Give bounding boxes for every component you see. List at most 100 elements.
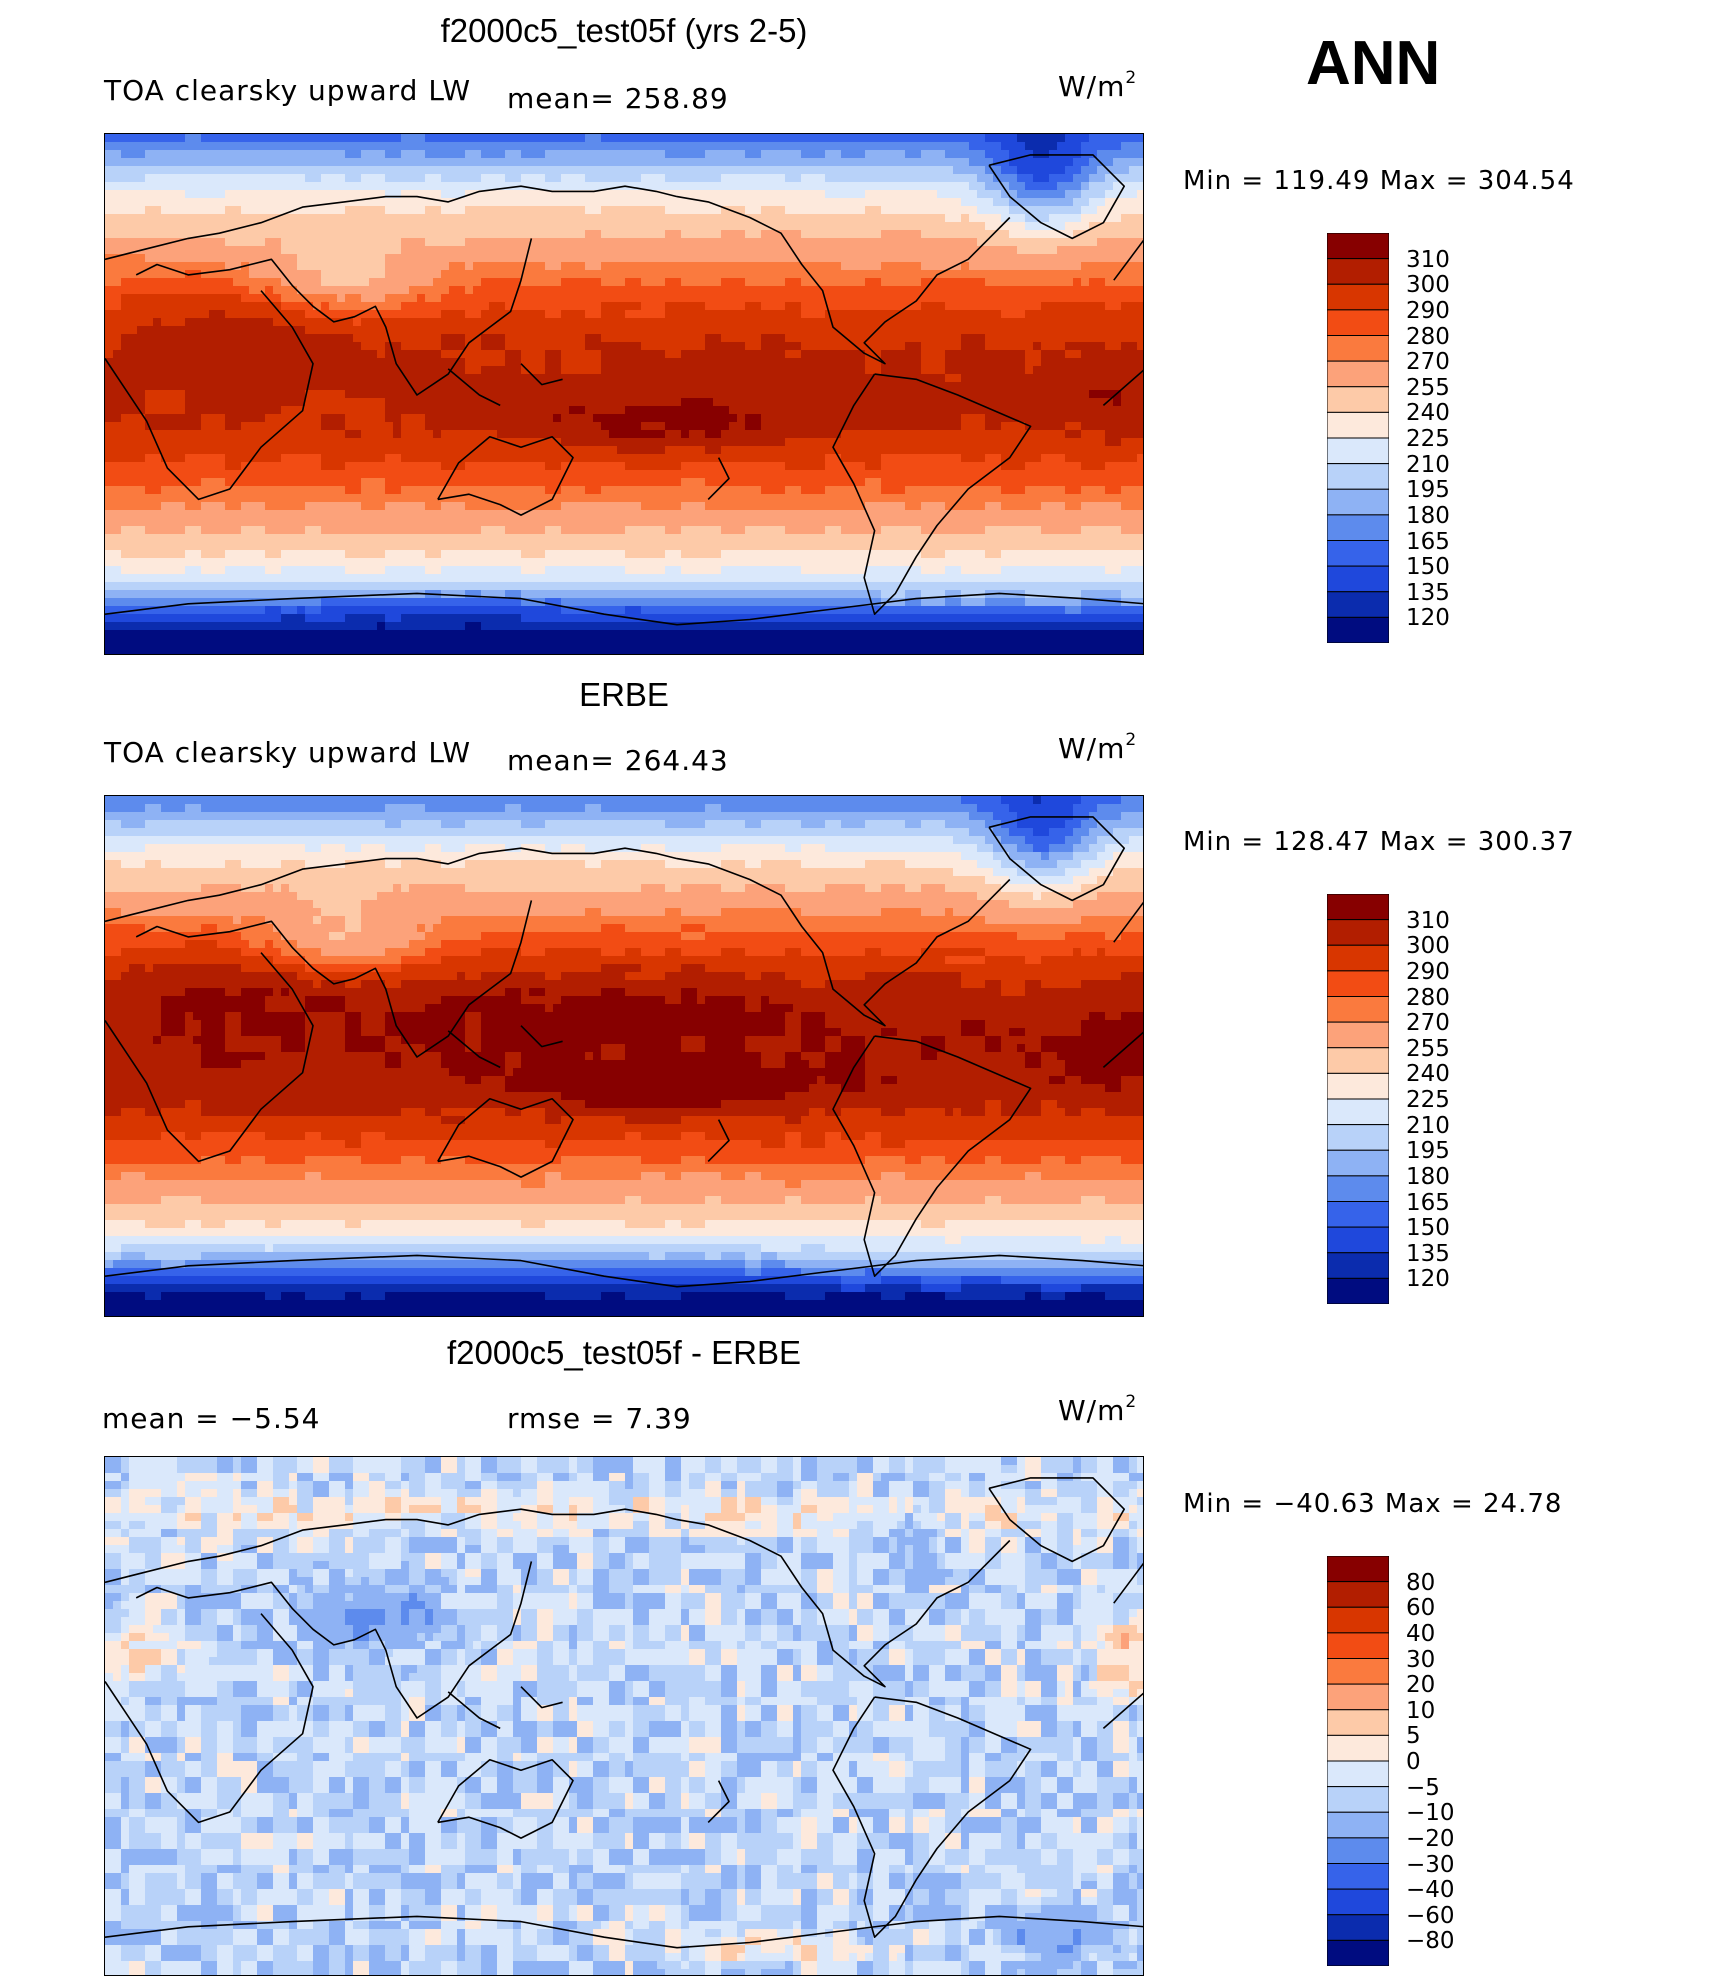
coastline xyxy=(707,1780,730,1823)
units-label-obs: W/m2 xyxy=(1058,730,1137,765)
units-label-diff: W/m2 xyxy=(1058,1392,1137,1427)
colorbar-swatch xyxy=(1326,1175,1390,1202)
variable-label-model: TOA clearsky upward LW xyxy=(104,74,471,107)
coastline xyxy=(437,435,574,516)
coastline xyxy=(832,1696,1032,1939)
coastline xyxy=(447,368,501,407)
colorbar-tick-label: 270 xyxy=(1406,351,1450,374)
colorbar-swatch xyxy=(1326,1734,1390,1762)
colorbar-swatch xyxy=(1326,1555,1390,1583)
colorbar-tick-label: −60 xyxy=(1406,1904,1455,1928)
colorbar-obs xyxy=(1326,893,1390,1305)
coastline xyxy=(135,1561,533,1719)
colorbar-tick-label: 210 xyxy=(1406,1114,1450,1138)
colorbar-tick-label: 165 xyxy=(1406,1191,1450,1215)
colorbar-tick-label: 30 xyxy=(1406,1648,1435,1672)
colorbar-swatch xyxy=(1326,1098,1390,1126)
coastline xyxy=(105,1254,1143,1288)
rmse-label-diff: rmse = 7.39 xyxy=(507,1402,692,1435)
colorbar-swatch xyxy=(1326,258,1390,285)
colorbar-tick-label: 255 xyxy=(1406,376,1450,400)
coastline xyxy=(1102,369,1143,407)
colorbar-swatch xyxy=(1326,1606,1390,1634)
colorbar-tick-label: 20 xyxy=(1406,1674,1435,1697)
map-obs xyxy=(104,795,1144,1317)
coastline xyxy=(988,816,1126,902)
colorbar-tick-label: −40 xyxy=(1406,1879,1455,1902)
colorbar-swatch xyxy=(1326,565,1390,593)
colorbar-model xyxy=(1326,232,1390,644)
colorbar-tick-label: 225 xyxy=(1406,428,1450,451)
colorbar-swatch xyxy=(1326,1581,1390,1608)
colorbar-tick-label: −5 xyxy=(1406,1776,1440,1800)
coastline xyxy=(707,457,730,500)
coastline xyxy=(437,1758,574,1839)
colorbar-tick-label: 135 xyxy=(1406,581,1450,605)
panel-title-model: f2000c5_test05f (yrs 2-5) xyxy=(104,12,1144,50)
coastline xyxy=(520,363,563,386)
colorbar-tick-label: 180 xyxy=(1406,1165,1450,1189)
colorbar-tick-label: 300 xyxy=(1406,274,1450,297)
coastline xyxy=(520,1025,563,1048)
colorbar-tick-label: 310 xyxy=(1406,248,1450,272)
colorbar-swatch xyxy=(1326,1914,1390,1941)
coastline xyxy=(676,1518,1011,1688)
colorbar-tick-label: 255 xyxy=(1406,1037,1450,1061)
colorbar-tick-label: −20 xyxy=(1406,1827,1455,1851)
colorbar-tick-label: 210 xyxy=(1406,453,1450,477)
colorbar-tick-label: −10 xyxy=(1406,1802,1455,1825)
coastline xyxy=(832,1035,1032,1278)
colorbar-swatch xyxy=(1326,1786,1390,1813)
colorbar-diff xyxy=(1326,1555,1390,1967)
colorbar-swatch xyxy=(1326,591,1390,618)
panel-title-diff: f2000c5_test05f - ERBE xyxy=(104,1334,1144,1372)
min-max-obs: Min = 128.47 Max = 300.37 xyxy=(1183,827,1575,857)
colorbar-tick-label: 120 xyxy=(1406,1268,1450,1291)
colorbar-swatch xyxy=(1326,463,1390,490)
colorbar-tick-label: 40 xyxy=(1406,1622,1435,1646)
coastline xyxy=(1102,1031,1143,1069)
coastline xyxy=(105,1915,1143,1949)
colorbar-tick-label: 120 xyxy=(1406,607,1450,630)
colorbar-swatch xyxy=(1326,335,1390,362)
colorbar-swatch xyxy=(1326,309,1390,336)
colorbar-tick-label: 310 xyxy=(1406,909,1450,933)
colorbar-tick-label: 195 xyxy=(1406,479,1450,502)
coastline xyxy=(988,1477,1126,1563)
colorbar-swatch xyxy=(1326,437,1390,465)
min-max-diff: Min = −40.63 Max = 24.78 xyxy=(1183,1489,1562,1519)
colorbar-swatch xyxy=(1326,283,1390,311)
coastline xyxy=(832,373,1032,616)
colorbar-swatch xyxy=(1326,1939,1390,1967)
colorbar-tick-label: 10 xyxy=(1406,1699,1435,1723)
coastline xyxy=(135,900,533,1058)
season-label: ANN xyxy=(1306,28,1440,99)
coastline xyxy=(1113,239,1143,281)
units-label-model: W/m2 xyxy=(1058,68,1137,103)
mean-label-diff: mean = −5.54 xyxy=(102,1402,320,1435)
colorbar-tick-label: 240 xyxy=(1406,402,1450,425)
coastline xyxy=(520,1686,563,1709)
map-model xyxy=(104,133,1144,655)
colorbar-swatch xyxy=(1326,386,1390,413)
colorbar-swatch xyxy=(1326,514,1390,541)
coastline xyxy=(1102,1692,1143,1730)
colorbar-tick-label: 150 xyxy=(1406,1217,1450,1240)
coastline xyxy=(1113,901,1143,943)
colorbar-tick-label: 0 xyxy=(1406,1751,1421,1774)
colorbar-swatch xyxy=(1326,488,1390,516)
min-max-model: Min = 119.49 Max = 304.54 xyxy=(1183,166,1575,196)
variable-label-obs: TOA clearsky upward LW xyxy=(104,736,471,769)
colorbar-swatch xyxy=(1326,970,1390,997)
coastline xyxy=(105,952,314,1163)
colorbar-swatch xyxy=(1326,1863,1390,1890)
colorbar-tick-label: 290 xyxy=(1406,960,1450,984)
colorbar-swatch xyxy=(1326,616,1390,644)
colorbar-swatch xyxy=(1326,1252,1390,1279)
colorbar-tick-label: −80 xyxy=(1406,1930,1455,1953)
coastline xyxy=(105,1613,314,1824)
coastline xyxy=(105,290,314,501)
colorbar-tick-label: 240 xyxy=(1406,1063,1450,1086)
coastline xyxy=(105,185,678,261)
colorbar-tick-label: 180 xyxy=(1406,504,1450,528)
